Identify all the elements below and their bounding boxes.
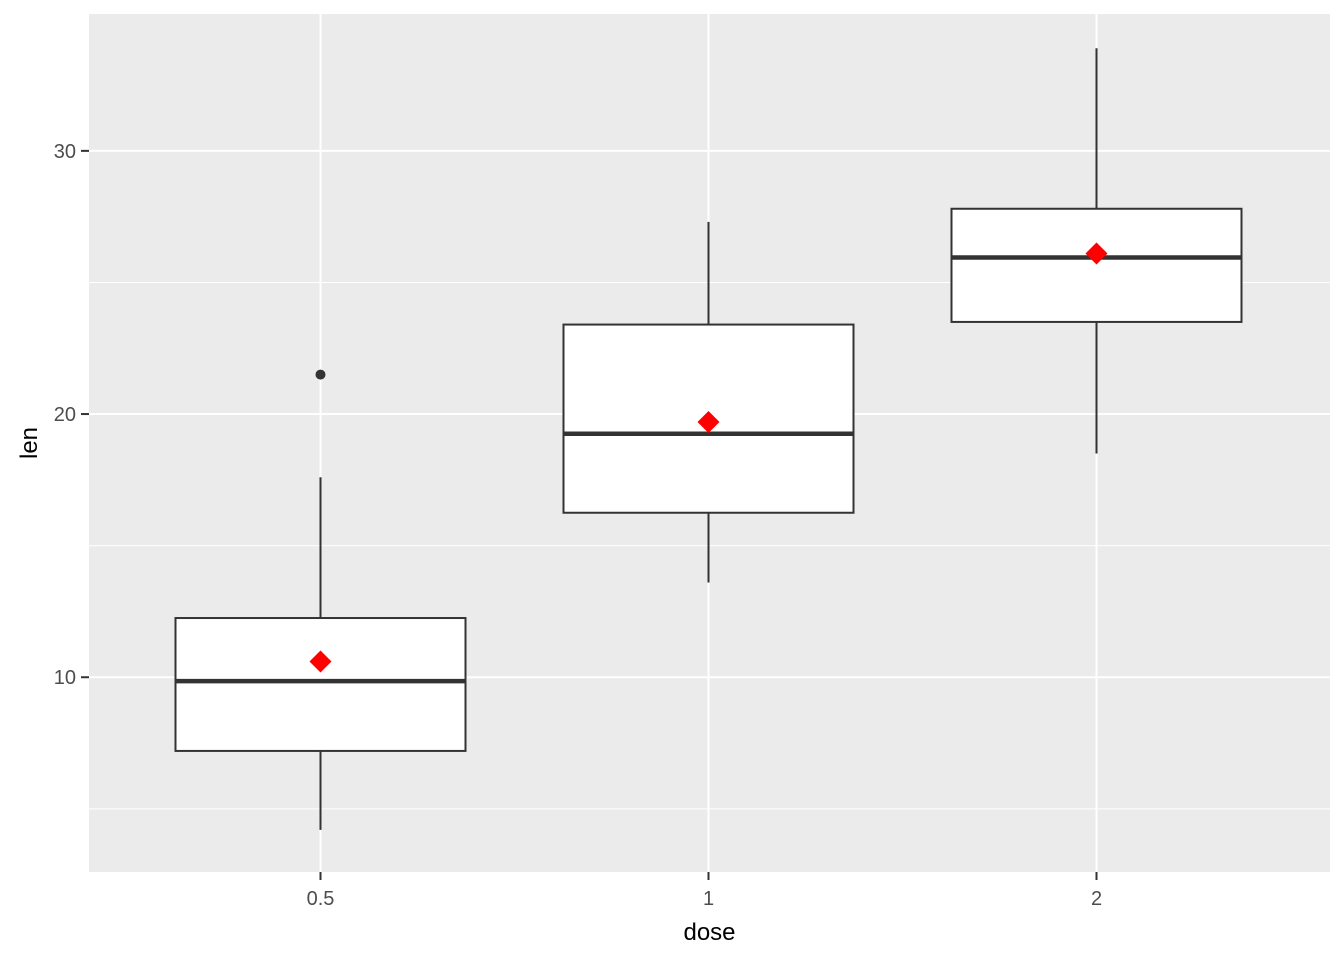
x-axis-title: dose [683, 919, 735, 946]
box-iqr [950, 207, 1243, 323]
mean-marker [309, 650, 332, 673]
x-tick-label: 0.5 [307, 888, 335, 910]
mean-marker [697, 410, 720, 433]
boxes [174, 48, 1243, 830]
axis-ticks: 10 20 30 0.5 1 2 [54, 141, 1102, 910]
y-tick-label: 10 [54, 667, 76, 689]
box-iqr [174, 617, 467, 752]
box-0.5 [174, 369, 467, 830]
x-tick-label: 1 [703, 888, 714, 910]
box-1 [562, 221, 855, 583]
y-tick-label: 30 [54, 141, 76, 163]
y-axis-title: len [16, 427, 43, 459]
outlier-point [315, 369, 326, 380]
mean-marker [1085, 242, 1108, 265]
y-tick-label: 20 [54, 404, 76, 426]
x-tick-label: 2 [1091, 888, 1102, 910]
box-2 [950, 48, 1243, 454]
